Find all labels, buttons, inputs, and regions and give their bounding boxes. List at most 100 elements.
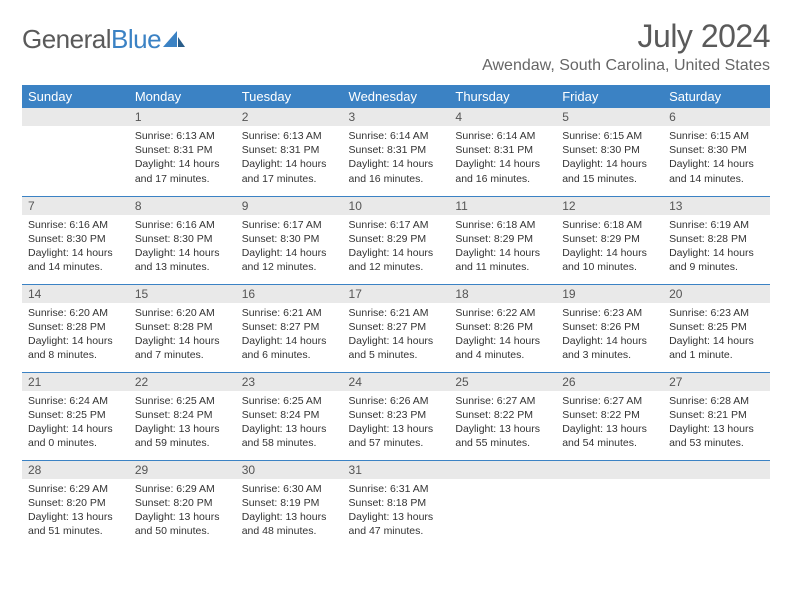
day-number: 7	[22, 197, 129, 215]
day-number: 29	[129, 461, 236, 479]
daylight-text: Daylight: 14 hours and 6 minutes.	[242, 334, 337, 362]
sunset-text: Sunset: 8:18 PM	[349, 496, 444, 510]
day-number: 23	[236, 373, 343, 391]
sunrise-text: Sunrise: 6:21 AM	[349, 306, 444, 320]
sunset-text: Sunset: 8:30 PM	[669, 143, 764, 157]
page-header: GeneralBlue July 2024 Awendaw, South Car…	[22, 18, 770, 75]
logo-part1: General	[22, 24, 111, 54]
logo-text: GeneralBlue	[22, 24, 161, 55]
daylight-text: Daylight: 14 hours and 1 minute.	[669, 334, 764, 362]
day-info: Sunrise: 6:23 AMSunset: 8:25 PMDaylight:…	[663, 303, 770, 363]
daylight-text: Daylight: 14 hours and 11 minutes.	[455, 246, 550, 274]
calendar-cell: 28Sunrise: 6:29 AMSunset: 8:20 PMDayligh…	[22, 460, 129, 548]
daylight-text: Daylight: 14 hours and 8 minutes.	[28, 334, 123, 362]
calendar-cell: 16Sunrise: 6:21 AMSunset: 8:27 PMDayligh…	[236, 284, 343, 372]
calendar-cell: 27Sunrise: 6:28 AMSunset: 8:21 PMDayligh…	[663, 372, 770, 460]
day-info: Sunrise: 6:30 AMSunset: 8:19 PMDaylight:…	[236, 479, 343, 539]
calendar-cell: 18Sunrise: 6:22 AMSunset: 8:26 PMDayligh…	[449, 284, 556, 372]
weekday-header: Sunday	[22, 85, 129, 108]
sunrise-text: Sunrise: 6:19 AM	[669, 218, 764, 232]
day-number: 13	[663, 197, 770, 215]
daylight-text: Daylight: 14 hours and 12 minutes.	[242, 246, 337, 274]
sunset-text: Sunset: 8:21 PM	[669, 408, 764, 422]
sunset-text: Sunset: 8:29 PM	[562, 232, 657, 246]
day-number: 21	[22, 373, 129, 391]
daylight-text: Daylight: 14 hours and 15 minutes.	[562, 157, 657, 185]
daylight-text: Daylight: 14 hours and 5 minutes.	[349, 334, 444, 362]
sunrise-text: Sunrise: 6:29 AM	[28, 482, 123, 496]
sunset-text: Sunset: 8:26 PM	[562, 320, 657, 334]
sunset-text: Sunset: 8:28 PM	[669, 232, 764, 246]
day-number: 11	[449, 197, 556, 215]
calendar-cell: 23Sunrise: 6:25 AMSunset: 8:24 PMDayligh…	[236, 372, 343, 460]
day-number: 2	[236, 108, 343, 126]
day-info: Sunrise: 6:24 AMSunset: 8:25 PMDaylight:…	[22, 391, 129, 451]
day-number: 5	[556, 108, 663, 126]
sunset-text: Sunset: 8:20 PM	[135, 496, 230, 510]
calendar-cell: 30Sunrise: 6:30 AMSunset: 8:19 PMDayligh…	[236, 460, 343, 548]
calendar-cell: 4Sunrise: 6:14 AMSunset: 8:31 PMDaylight…	[449, 108, 556, 196]
day-info: Sunrise: 6:20 AMSunset: 8:28 PMDaylight:…	[22, 303, 129, 363]
sunrise-text: Sunrise: 6:20 AM	[28, 306, 123, 320]
day-info: Sunrise: 6:18 AMSunset: 8:29 PMDaylight:…	[556, 215, 663, 275]
daylight-text: Daylight: 14 hours and 14 minutes.	[669, 157, 764, 185]
sunset-text: Sunset: 8:30 PM	[135, 232, 230, 246]
calendar-cell	[449, 460, 556, 548]
sunset-text: Sunset: 8:25 PM	[669, 320, 764, 334]
day-info: Sunrise: 6:27 AMSunset: 8:22 PMDaylight:…	[449, 391, 556, 451]
daylight-text: Daylight: 14 hours and 17 minutes.	[242, 157, 337, 185]
day-info: Sunrise: 6:23 AMSunset: 8:26 PMDaylight:…	[556, 303, 663, 363]
day-info: Sunrise: 6:19 AMSunset: 8:28 PMDaylight:…	[663, 215, 770, 275]
calendar-cell: 10Sunrise: 6:17 AMSunset: 8:29 PMDayligh…	[343, 196, 450, 284]
sunrise-text: Sunrise: 6:15 AM	[562, 129, 657, 143]
sunrise-text: Sunrise: 6:18 AM	[562, 218, 657, 232]
day-number: 16	[236, 285, 343, 303]
sunset-text: Sunset: 8:20 PM	[28, 496, 123, 510]
daylight-text: Daylight: 14 hours and 14 minutes.	[28, 246, 123, 274]
day-info: Sunrise: 6:16 AMSunset: 8:30 PMDaylight:…	[129, 215, 236, 275]
weekday-header: Tuesday	[236, 85, 343, 108]
month-title: July 2024	[482, 18, 770, 55]
calendar-cell: 13Sunrise: 6:19 AMSunset: 8:28 PMDayligh…	[663, 196, 770, 284]
calendar-cell: 25Sunrise: 6:27 AMSunset: 8:22 PMDayligh…	[449, 372, 556, 460]
daylight-text: Daylight: 14 hours and 16 minutes.	[349, 157, 444, 185]
calendar-cell: 22Sunrise: 6:25 AMSunset: 8:24 PMDayligh…	[129, 372, 236, 460]
calendar-cell: 7Sunrise: 6:16 AMSunset: 8:30 PMDaylight…	[22, 196, 129, 284]
calendar-cell	[663, 460, 770, 548]
day-number: 26	[556, 373, 663, 391]
day-number: 14	[22, 285, 129, 303]
day-number: 3	[343, 108, 450, 126]
calendar-cell: 1Sunrise: 6:13 AMSunset: 8:31 PMDaylight…	[129, 108, 236, 196]
sunrise-text: Sunrise: 6:13 AM	[135, 129, 230, 143]
day-info: Sunrise: 6:18 AMSunset: 8:29 PMDaylight:…	[449, 215, 556, 275]
day-number: 20	[663, 285, 770, 303]
sunset-text: Sunset: 8:31 PM	[349, 143, 444, 157]
calendar-cell: 2Sunrise: 6:13 AMSunset: 8:31 PMDaylight…	[236, 108, 343, 196]
sunrise-text: Sunrise: 6:29 AM	[135, 482, 230, 496]
sunset-text: Sunset: 8:29 PM	[455, 232, 550, 246]
sunrise-text: Sunrise: 6:17 AM	[349, 218, 444, 232]
calendar-cell: 3 Sunrise: 6:14 AMSunset: 8:31 PMDaylight…	[343, 108, 450, 196]
calendar-cell: 29Sunrise: 6:29 AMSunset: 8:20 PMDayligh…	[129, 460, 236, 548]
sunrise-text: Sunrise: 6:16 AM	[135, 218, 230, 232]
sunrise-text: Sunrise: 6:14 AM	[349, 129, 444, 143]
day-info: Sunrise: 6:15 AMSunset: 8:30 PMDaylight:…	[556, 126, 663, 186]
sunrise-text: Sunrise: 6:22 AM	[455, 306, 550, 320]
sunrise-text: Sunrise: 6:25 AM	[135, 394, 230, 408]
day-info: Sunrise: 6:16 AMSunset: 8:30 PMDaylight:…	[22, 215, 129, 275]
calendar-row: 21Sunrise: 6:24 AMSunset: 8:25 PMDayligh…	[22, 372, 770, 460]
day-info: Sunrise: 6:25 AMSunset: 8:24 PMDaylight:…	[129, 391, 236, 451]
day-number: 24	[343, 373, 450, 391]
calendar-cell: 9Sunrise: 6:17 AMSunset: 8:30 PMDaylight…	[236, 196, 343, 284]
calendar-cell: 21Sunrise: 6:24 AMSunset: 8:25 PMDayligh…	[22, 372, 129, 460]
sunrise-text: Sunrise: 6:20 AM	[135, 306, 230, 320]
day-number: 15	[129, 285, 236, 303]
brand-logo: GeneralBlue	[22, 18, 185, 55]
calendar-cell: 11Sunrise: 6:18 AMSunset: 8:29 PMDayligh…	[449, 196, 556, 284]
day-info: Sunrise: 6:26 AMSunset: 8:23 PMDaylight:…	[343, 391, 450, 451]
sunrise-text: Sunrise: 6:16 AM	[28, 218, 123, 232]
sunset-text: Sunset: 8:31 PM	[242, 143, 337, 157]
day-info: Sunrise: 6:20 AMSunset: 8:28 PMDaylight:…	[129, 303, 236, 363]
sunset-text: Sunset: 8:26 PM	[455, 320, 550, 334]
sunrise-text: Sunrise: 6:23 AM	[562, 306, 657, 320]
